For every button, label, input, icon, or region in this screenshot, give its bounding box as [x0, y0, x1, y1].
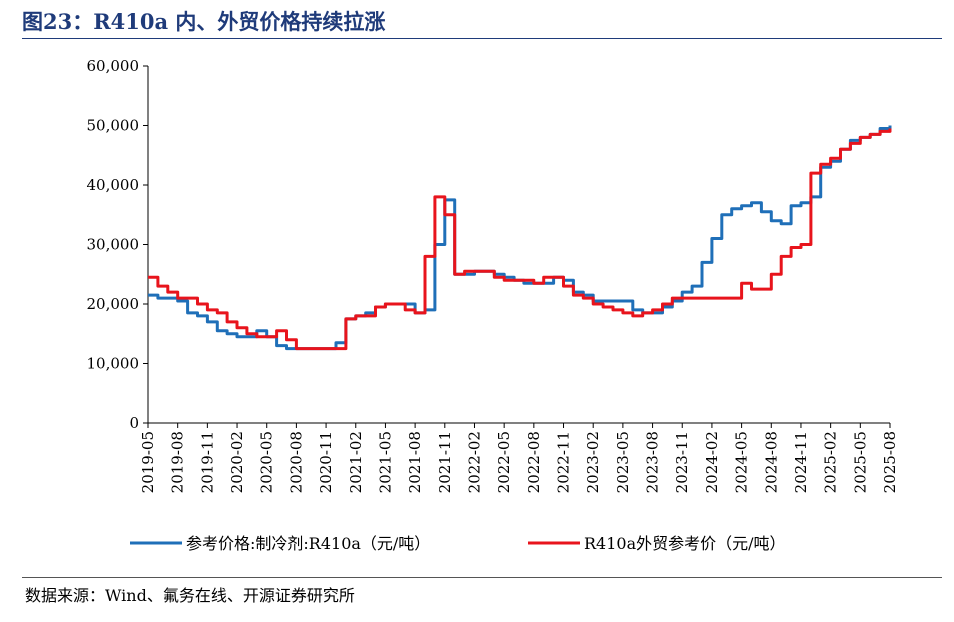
chart-title: 图23：R410a 内、外贸价格持续拉涨 [22, 9, 386, 34]
line-chart: 0 10,000 20,000 30,000 40,000 50,000 60,000 20… [87, 57, 900, 553]
chart-axes [147, 66, 890, 424]
source-rule [22, 577, 942, 578]
legend-label-1: 参考价格:制冷剂:R410a（元/吨） [186, 534, 430, 553]
x-axis-ticks: 2019-05 2019-08 2019-11 2020-02 2020-05 2020-… [139, 423, 899, 493]
legend: 参考价格:制冷剂:R410a（元/吨） R410a外贸参考价（元/吨） [130, 534, 786, 553]
source-note: 数据来源：Wind、氟务在线、开源证券研究所 [25, 586, 355, 605]
y-axis-ticks: 0 10,000 20,000 30,000 40,000 50,000 60,000 [87, 57, 148, 432]
x-tick-label: 2022-05 [495, 431, 513, 493]
series-lines [148, 125, 892, 351]
x-tick-label: 2024-08 [762, 431, 780, 493]
x-tick-label: 2019-08 [169, 431, 187, 493]
x-tick-label: 2020-08 [287, 431, 305, 493]
x-tick-label: 2022-11 [555, 431, 573, 493]
x-tick-label: 2021-05 [376, 431, 394, 493]
x-tick-label: 2020-02 [228, 431, 246, 493]
x-tick-label: 2019-11 [198, 431, 216, 493]
x-tick-label: 2024-02 [703, 431, 721, 493]
x-tick-label: 2019-05 [139, 431, 157, 493]
legend-label-2: R410a外贸参考价（元/吨） [584, 534, 786, 553]
x-tick-label: 2024-11 [792, 431, 810, 493]
x-tick-label: 2025-05 [851, 431, 869, 493]
x-tick-label: 2021-08 [406, 431, 424, 493]
x-tick-label: 2024-05 [733, 431, 751, 493]
x-tick-label: 2020-11 [317, 431, 335, 493]
x-tick-label: 2020-05 [258, 431, 276, 493]
y-tick-label: 20,000 [87, 295, 140, 313]
x-tick-label: 2023-08 [644, 431, 662, 493]
x-tick-label: 2023-02 [584, 431, 602, 493]
x-tick-label: 2023-05 [614, 431, 632, 493]
y-tick-label: 10,000 [87, 355, 140, 373]
y-tick-label: 60,000 [87, 57, 140, 75]
x-tick-label: 2023-11 [673, 431, 691, 493]
y-tick-label: 30,000 [87, 236, 140, 254]
y-tick-label: 50,000 [87, 117, 140, 135]
x-tick-label: 2022-08 [525, 431, 543, 493]
x-tick-label: 2022-02 [465, 431, 483, 493]
x-tick-label: 2025-08 [881, 431, 899, 493]
title-rule [22, 38, 942, 39]
x-tick-label: 2021-02 [347, 431, 365, 493]
series-line-1 [148, 125, 892, 351]
x-tick-label: 2025-02 [822, 431, 840, 493]
series-line-2 [148, 128, 892, 351]
y-tick-label: 40,000 [87, 176, 140, 194]
x-tick-label: 2021-11 [436, 431, 454, 493]
y-tick-label: 0 [129, 414, 139, 432]
